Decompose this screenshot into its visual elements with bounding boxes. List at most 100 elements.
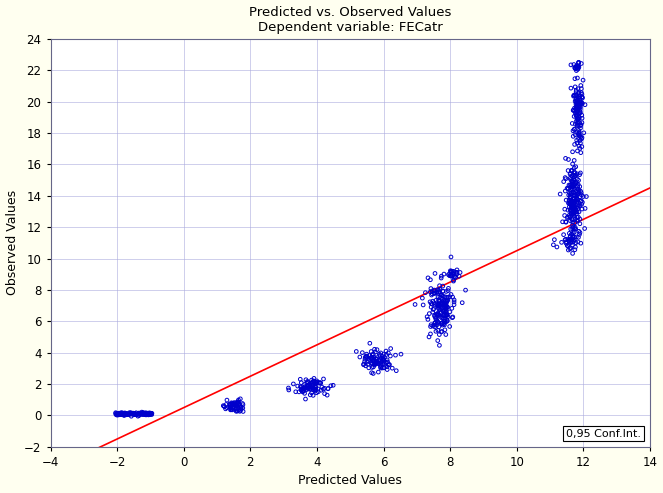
Point: [375, 358, 386, 366]
Point: [569, 200, 579, 208]
Point: [564, 199, 574, 207]
Point: [387, 364, 398, 372]
Point: [436, 319, 447, 327]
Point: [135, 410, 145, 418]
Point: [146, 409, 156, 417]
Point: [372, 353, 383, 361]
Point: [449, 298, 459, 306]
Point: [367, 363, 377, 371]
Point: [562, 184, 572, 192]
Point: [563, 199, 573, 207]
Point: [572, 199, 582, 207]
Point: [118, 410, 129, 418]
Point: [125, 409, 136, 417]
Point: [130, 411, 141, 419]
Point: [385, 352, 396, 360]
Point: [570, 83, 581, 91]
Point: [568, 177, 578, 185]
Point: [434, 300, 445, 308]
Point: [570, 191, 581, 199]
Point: [224, 400, 235, 408]
Point: [368, 350, 379, 358]
Point: [123, 410, 134, 418]
Point: [573, 196, 583, 204]
Point: [573, 99, 583, 106]
Point: [446, 253, 456, 261]
Point: [576, 100, 587, 107]
Point: [575, 98, 586, 106]
Point: [566, 190, 576, 198]
Point: [323, 385, 333, 392]
Point: [235, 407, 246, 415]
Point: [117, 410, 128, 418]
Point: [570, 163, 581, 171]
Point: [298, 387, 309, 395]
Point: [130, 410, 141, 418]
Point: [434, 282, 445, 290]
Point: [361, 350, 372, 358]
Point: [417, 294, 428, 302]
Point: [424, 310, 435, 317]
Point: [377, 352, 388, 360]
Point: [133, 410, 144, 418]
Point: [231, 405, 242, 413]
Point: [572, 190, 583, 198]
Point: [295, 383, 306, 390]
Point: [433, 310, 444, 317]
Point: [560, 236, 570, 244]
Point: [564, 213, 574, 221]
Point: [447, 272, 457, 280]
Point: [566, 239, 576, 246]
Point: [560, 187, 571, 195]
Point: [428, 322, 438, 330]
Point: [119, 410, 130, 418]
Point: [378, 356, 389, 364]
Point: [573, 115, 583, 123]
Point: [572, 139, 583, 147]
Point: [549, 236, 560, 244]
Point: [561, 196, 572, 204]
Point: [318, 375, 329, 383]
Point: [573, 115, 583, 123]
Point: [366, 359, 377, 367]
Point: [574, 101, 585, 109]
Point: [363, 364, 374, 372]
Point: [440, 297, 451, 305]
Point: [134, 411, 145, 419]
Point: [438, 314, 448, 322]
Point: [571, 233, 581, 241]
Point: [569, 112, 579, 120]
Point: [558, 177, 569, 185]
Point: [572, 115, 583, 123]
Point: [288, 380, 298, 388]
Point: [564, 181, 574, 189]
Point: [572, 64, 583, 72]
Point: [232, 399, 243, 407]
Point: [430, 323, 440, 331]
Point: [434, 301, 444, 309]
Point: [227, 400, 237, 408]
Point: [125, 409, 136, 417]
Point: [570, 75, 580, 83]
Point: [574, 182, 585, 190]
Point: [433, 293, 444, 301]
Point: [568, 203, 578, 211]
Point: [433, 318, 444, 326]
Point: [571, 99, 581, 107]
Point: [566, 202, 577, 210]
Point: [429, 289, 440, 297]
Point: [563, 185, 573, 193]
Point: [577, 76, 588, 84]
Point: [442, 293, 452, 301]
Point: [127, 409, 138, 417]
Point: [129, 410, 140, 418]
Point: [226, 406, 237, 414]
Point: [308, 377, 319, 385]
Point: [552, 243, 562, 251]
Point: [448, 267, 459, 275]
Point: [570, 206, 581, 213]
Point: [576, 189, 587, 197]
Point: [294, 388, 304, 396]
Point: [573, 208, 584, 216]
Point: [577, 134, 587, 141]
